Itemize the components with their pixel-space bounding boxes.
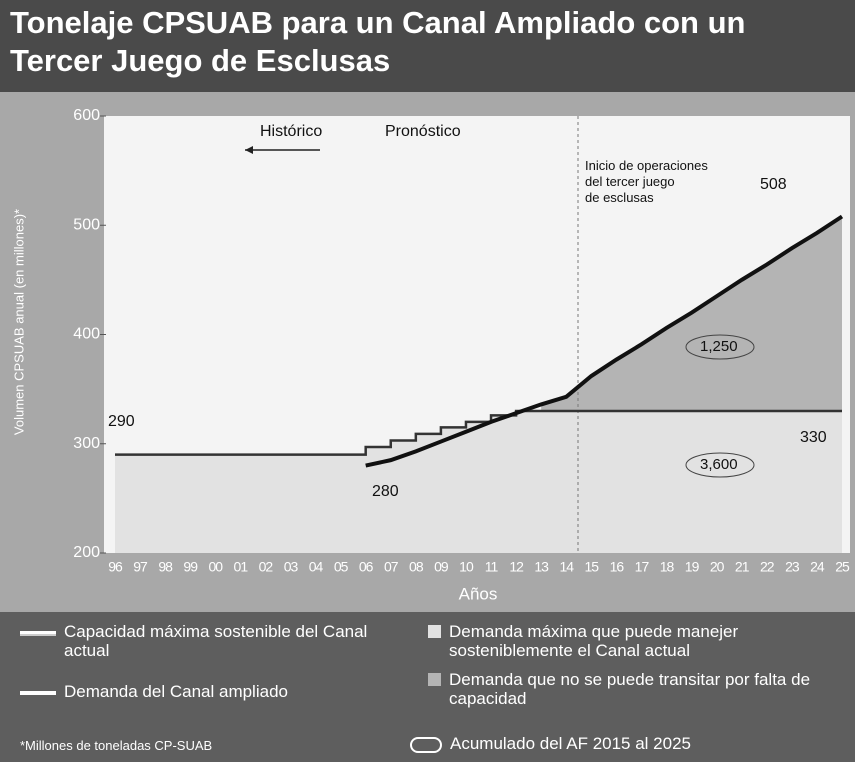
annotation: 290 [108, 413, 135, 430]
x-tick-label: 07 [384, 559, 399, 575]
x-tick-label: 05 [334, 559, 349, 575]
x-tick-label: 25 [835, 559, 850, 575]
x-tick-label: 00 [208, 559, 223, 575]
legend-swatch [428, 673, 441, 686]
x-tick-label: 04 [309, 559, 324, 575]
x-axis-label: Años [459, 584, 498, 603]
x-tick-label: 18 [660, 559, 675, 575]
x-tick-label: 01 [234, 559, 249, 575]
x-tick-label: 96 [108, 559, 123, 575]
x-tick-label: 08 [409, 559, 424, 575]
x-tick-label: 17 [635, 559, 650, 575]
x-tick-label: 06 [359, 559, 374, 575]
legend-item: Acumulado del AF 2015 al 2025 [410, 734, 850, 753]
legend-text: Acumulado del AF 2015 al 2025 [450, 734, 692, 753]
x-tick-label: 02 [259, 559, 274, 575]
legend-text: Demanda que no se puede transitar por fa… [449, 670, 811, 708]
chart: Volumen CPSUAB anual (en millones)* Años… [11, 107, 851, 603]
x-tick-label: 98 [158, 559, 173, 575]
arrow-head [245, 146, 253, 154]
annotation: Inicio de operaciones del tercer juego de … [585, 158, 708, 205]
legend-item: Demanda que no se puede transitar por fa… [428, 670, 848, 708]
y-tick-label: 500 [73, 216, 100, 233]
x-tick-label: 24 [810, 559, 825, 575]
legend-swatch [428, 625, 441, 638]
x-tick-label: 16 [610, 559, 625, 575]
legend-text: Demanda del Canal ampliado [64, 682, 288, 701]
legend-swatch [410, 737, 442, 753]
x-tick-label: 13 [534, 559, 549, 575]
annotation: 3,600 [700, 456, 738, 473]
legend-text: *Millones de toneladas CP-SUAB [20, 738, 213, 753]
x-tick-label: 21 [735, 559, 750, 575]
x-tick-label: 19 [685, 559, 700, 575]
legend-swatch [20, 631, 56, 636]
y-tick-label: 200 [73, 544, 100, 561]
annotation: Histórico [260, 123, 322, 140]
x-tick-label: 99 [183, 559, 198, 575]
annotation: 508 [760, 176, 787, 193]
legend-item: Demanda máxima que puede manejer sosteni… [428, 622, 848, 660]
series-line [115, 409, 842, 456]
x-tick-label: 14 [559, 559, 574, 575]
y-tick-label: 600 [73, 107, 100, 124]
y-tick-label: 300 [73, 435, 100, 452]
x-tick-label: 20 [710, 559, 725, 575]
legend-item: Capacidad máxima sostenible del Canal ac… [20, 622, 400, 660]
legend-item: *Millones de toneladas CP-SUAB [20, 736, 400, 755]
cumulative-outline [685, 452, 755, 478]
legend-item: Demanda del Canal ampliado [20, 682, 400, 701]
x-tick-label: 23 [785, 559, 800, 575]
y-tick-label: 400 [73, 326, 100, 343]
x-tick-label: 10 [459, 559, 474, 575]
x-tick-label: 12 [509, 559, 524, 575]
x-tick-label: 22 [760, 559, 775, 575]
annotation: 280 [372, 483, 399, 500]
x-tick-label: 03 [284, 559, 299, 575]
chart-title: Tonelaje CPSUAB para un Canal Ampliado c… [0, 0, 855, 92]
x-tick-label: 09 [434, 559, 449, 575]
series-line [365, 214, 844, 468]
annotation: 1,250 [700, 338, 738, 355]
legend-text: Capacidad máxima sostenible del Canal ac… [64, 622, 368, 660]
y-axis-label: Volumen CPSUAB anual (en millones)* [11, 209, 26, 435]
annotation: 330 [800, 429, 827, 446]
area-capacity [115, 410, 842, 553]
x-tick-label: 11 [485, 559, 499, 575]
legend-swatch [20, 691, 56, 695]
x-tick-label: 15 [585, 559, 600, 575]
annotation: Pronóstico [385, 123, 461, 140]
legend-text: Demanda máxima que puede manejer sosteni… [449, 622, 739, 660]
legend: Capacidad máxima sostenible del Canal ac… [0, 612, 855, 762]
x-tick-label: 97 [133, 559, 148, 575]
cumulative-outline [685, 334, 755, 360]
